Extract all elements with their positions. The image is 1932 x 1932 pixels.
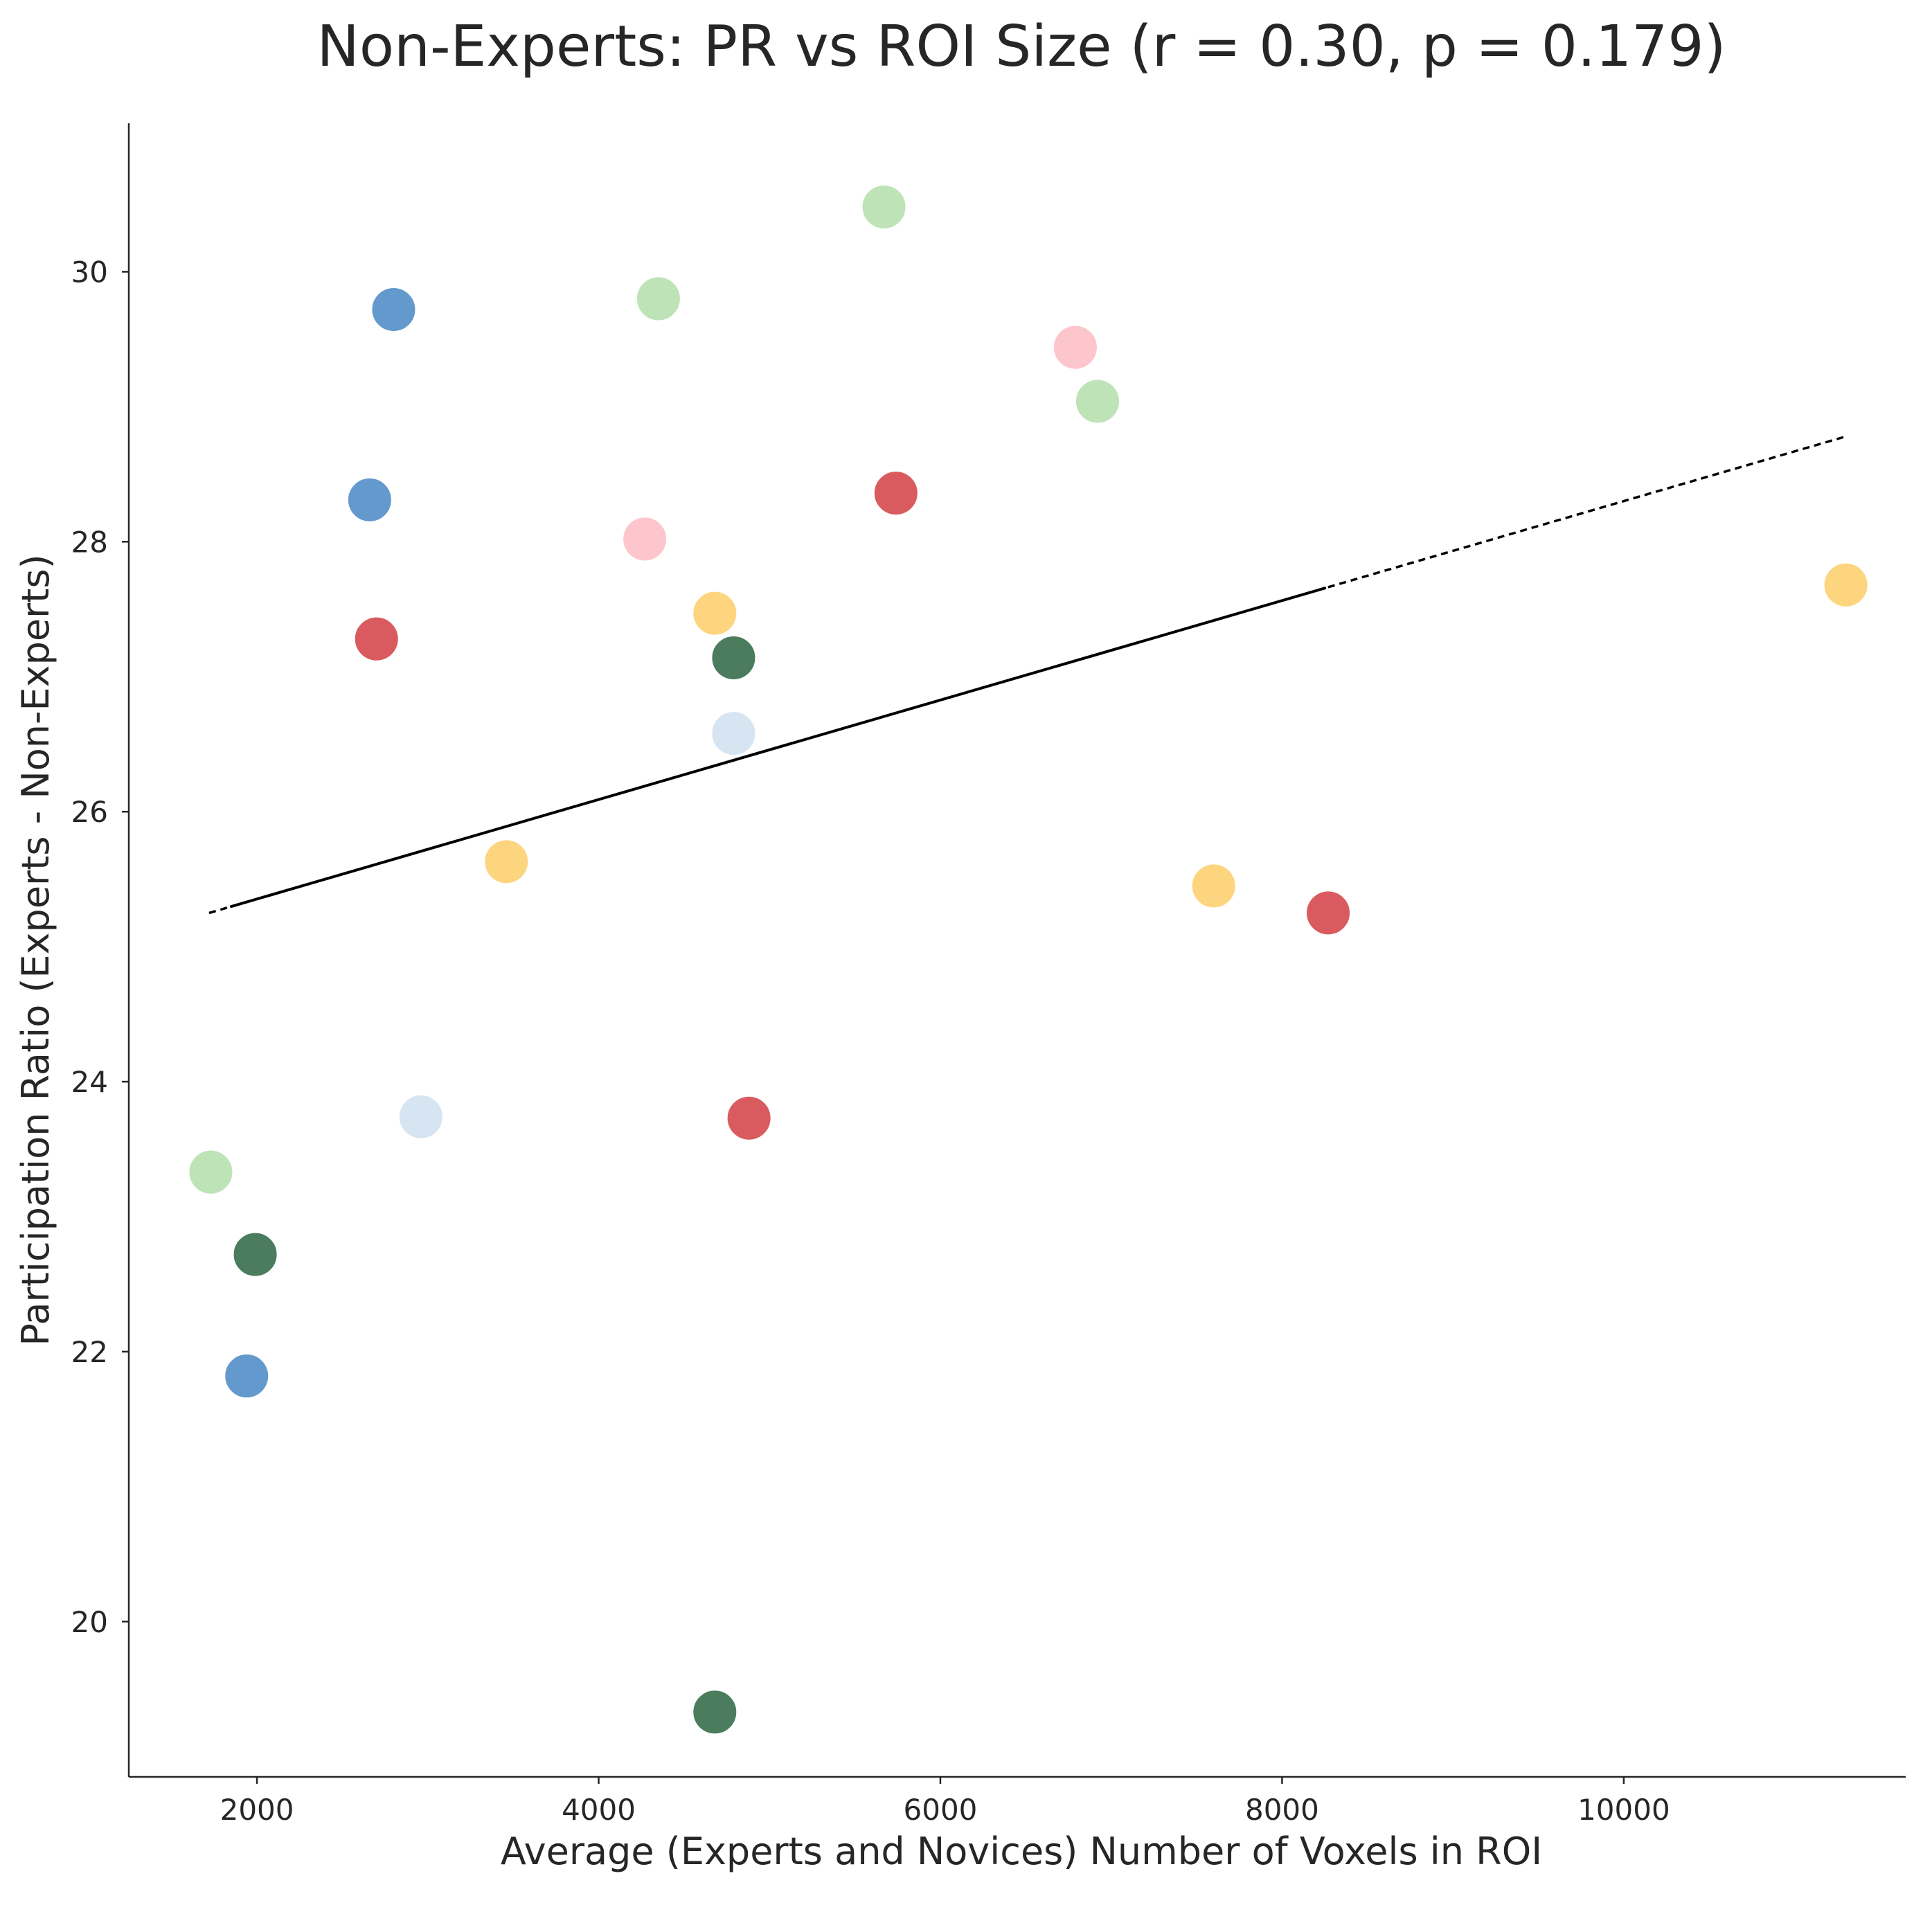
data-point [635, 276, 681, 322]
data-point [1190, 863, 1237, 909]
x-tick-label: 8000 [1245, 1793, 1319, 1827]
data-point [397, 1093, 444, 1140]
data-point [622, 516, 668, 562]
data-point [1052, 324, 1098, 370]
x-tick-label: 2000 [220, 1793, 294, 1827]
data-point [1074, 378, 1120, 424]
data-point [370, 287, 417, 333]
data-point [1305, 890, 1352, 936]
data-point [1823, 562, 1869, 608]
y-tick-label: 24 [71, 1065, 108, 1099]
data-point [224, 1353, 270, 1399]
data-point [710, 634, 757, 681]
data-point [353, 616, 400, 662]
y-tick-label: 26 [71, 795, 108, 829]
y-tick-label: 20 [71, 1605, 108, 1639]
data-point [710, 710, 757, 757]
y-axis-ticks: 20 22 24 26 28 30 [71, 255, 129, 1639]
x-tick-label: 6000 [904, 1793, 978, 1827]
data-point [726, 1095, 772, 1141]
x-axis-ticks: 2000 4000 6000 8000 10000 [220, 1777, 1670, 1827]
x-tick-label: 10000 [1577, 1793, 1670, 1827]
data-point [188, 1149, 234, 1195]
data-point [861, 184, 907, 230]
data-point [346, 476, 393, 523]
trend-line-solid [230, 587, 1327, 909]
data-point [873, 470, 919, 517]
data-point [232, 1231, 278, 1278]
data-point [483, 839, 530, 885]
y-tick-label: 22 [71, 1335, 108, 1369]
data-point [692, 1689, 738, 1735]
data-points [188, 184, 1869, 1735]
y-axis-label: Participation Ratio (Experts - Non-Exper… [14, 554, 57, 1345]
x-axis-label: Average (Experts and Novices) Number of … [501, 1830, 1542, 1873]
trend-line [208, 435, 1847, 915]
chart-title: Non-Experts: PR vs ROI Size (r = 0.30, p… [316, 14, 1726, 80]
y-tick-label: 30 [71, 255, 108, 289]
x-tick-label: 4000 [562, 1793, 636, 1827]
data-point [692, 590, 738, 636]
y-tick-label: 28 [71, 525, 108, 559]
